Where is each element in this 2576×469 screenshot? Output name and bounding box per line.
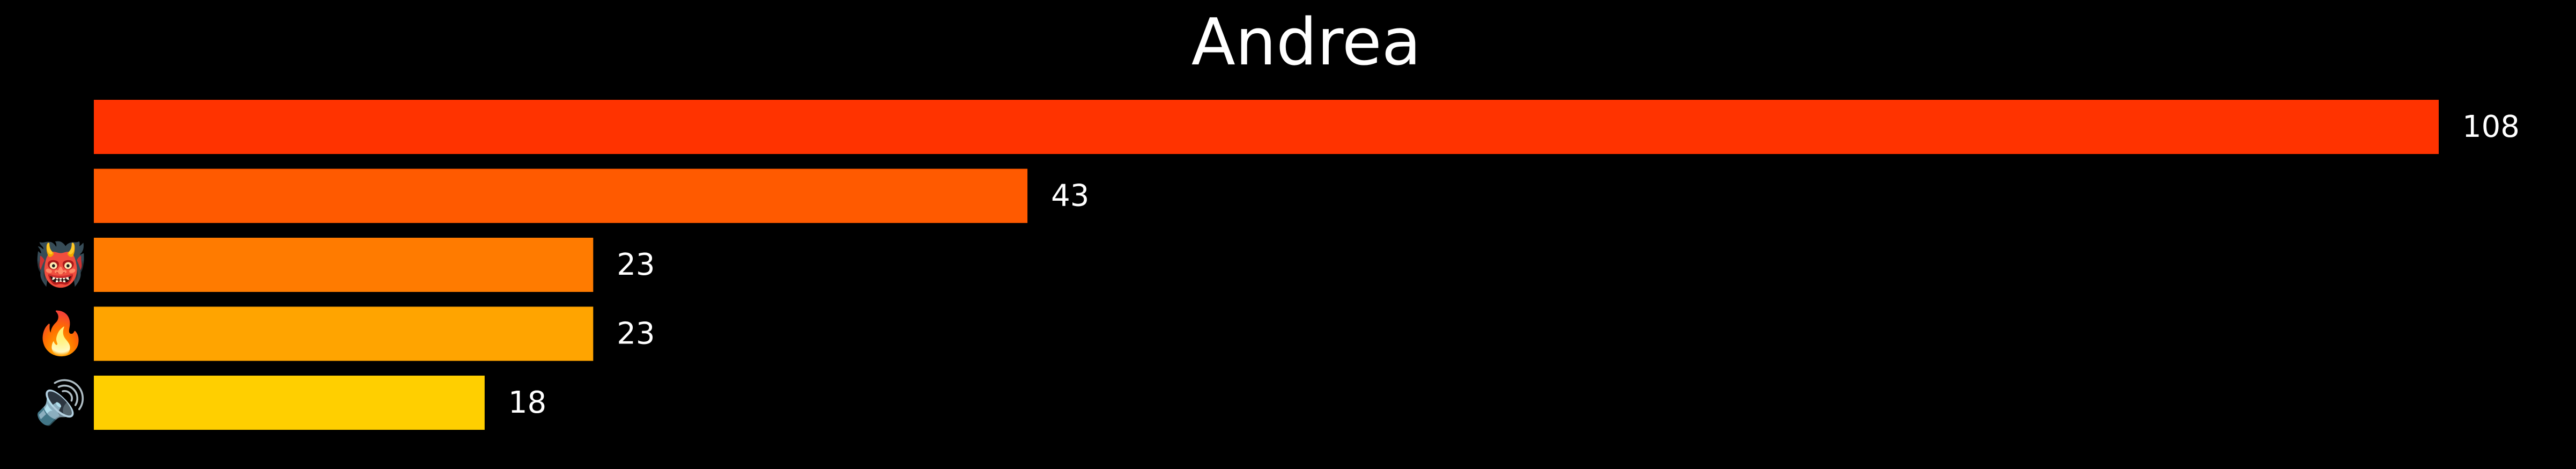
value-label-5: 18: [508, 385, 546, 420]
bar-3: [94, 238, 594, 292]
fire-icon: 🔥: [34, 310, 86, 358]
value-label-3: 23: [617, 247, 655, 282]
value-label-2: 43: [1051, 179, 1089, 214]
value-label-1: 108: [2462, 109, 2520, 144]
value-label-4: 23: [617, 317, 655, 351]
bar-1: [94, 100, 2439, 154]
bar-2: [94, 168, 1028, 223]
ogre-icon: 👹: [34, 239, 86, 289]
bar-5: [94, 376, 485, 430]
bars-group: 😭 108 😔 43 👹 23 🔥 23 🔊 18: [34, 100, 2520, 430]
pensive-face-icon: 😔: [39, 172, 82, 220]
speaker-high-volume-icon: 🔊: [34, 377, 86, 428]
bar-4: [94, 306, 594, 361]
chart-title: Andrea: [1191, 5, 1421, 80]
loudly-crying-face-icon: 😭: [36, 103, 85, 151]
